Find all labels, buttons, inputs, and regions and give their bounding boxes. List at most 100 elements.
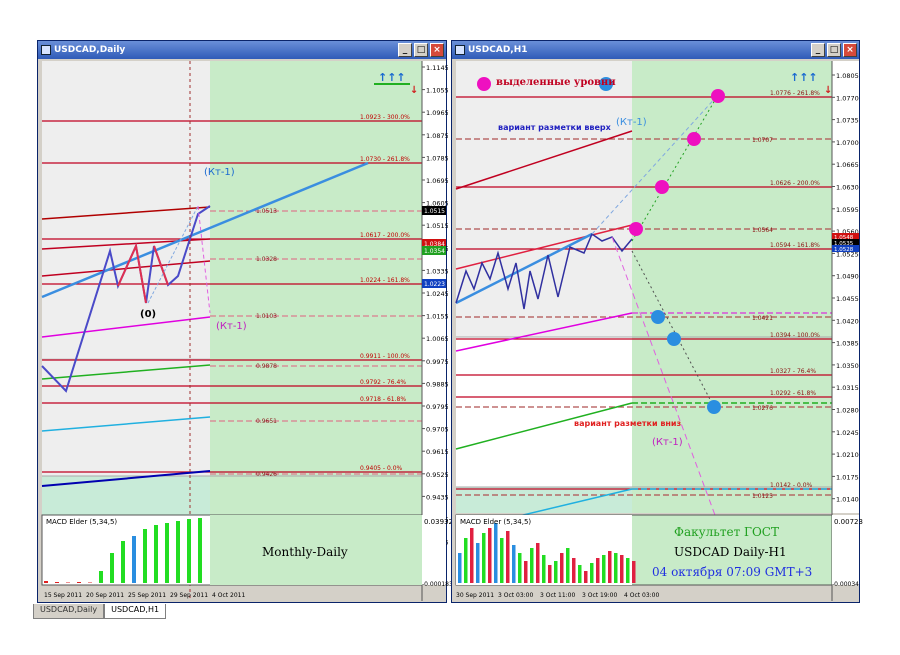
price-tag: [422, 279, 446, 288]
axis-label: 1.1055: [426, 87, 448, 95]
window-title: USDCAD,Daily: [54, 45, 126, 55]
price-tag: [422, 206, 446, 215]
macd-bar: [614, 553, 618, 583]
macd-bar: [55, 582, 59, 583]
fib-level-label: 0.9718 - 61.8%: [360, 396, 406, 403]
axis-label: 1.0315: [836, 384, 859, 392]
macd-bar: [602, 555, 606, 583]
axis-label: 1.0455: [836, 295, 859, 303]
svg-text:↓: ↓: [410, 85, 418, 96]
close-button[interactable]: ×: [430, 43, 444, 57]
macd-bar: [99, 571, 103, 583]
fib-level-label: 0.9792 - 76.4%: [360, 379, 406, 386]
macd-bar: [464, 538, 468, 583]
macd-bar: [506, 531, 510, 583]
axis-label: 0.9885: [426, 380, 448, 388]
fib-level-label: 1.0730 - 261.8%: [360, 156, 410, 163]
macd-bar: [143, 529, 147, 583]
axis-label: 1.0385: [836, 340, 859, 348]
fib-level-label: 1.0142 - 0.0%: [770, 482, 813, 489]
date-label: 3 Oct 03:00: [498, 592, 533, 599]
macd-bar: [44, 581, 48, 583]
axis-label: 1.0630: [836, 184, 859, 192]
date-label: 25 Sep 2011: [128, 592, 166, 599]
price-tag: [422, 246, 446, 255]
window-title: USDCAD,H1: [468, 45, 528, 55]
fib-level-label: 1.0394 - 100.0%: [770, 332, 820, 339]
window-usdcad-daily: USDCAD,Daily _ □ × 1.0923 - 300.0% 1.0730…: [37, 40, 453, 604]
projection-label: 1.0513: [256, 208, 277, 215]
date-label: 3 Oct 11:00: [540, 592, 575, 599]
brand-line2: USDCAD Daily-H1: [674, 545, 787, 559]
macd-bar: [482, 533, 486, 583]
price-tag: [832, 239, 859, 246]
fib-level-label: 1.0626 - 200.0%: [770, 180, 820, 187]
axis-label: 1.0735: [836, 117, 859, 125]
kt1-lower-label: (Кт-1): [652, 437, 683, 448]
price-tag-label: 1.0354: [424, 248, 445, 255]
macd-bar: [542, 555, 546, 583]
axis-label: 1.0140: [836, 496, 859, 504]
minimize-button[interactable]: _: [398, 43, 412, 57]
maximize-button[interactable]: □: [827, 43, 841, 57]
tab-usdcad-daily[interactable]: USDCAD,Daily: [33, 604, 105, 619]
macd-bar: [626, 558, 630, 583]
axis-label: 1.0280: [836, 407, 859, 415]
axis-label: 1.0965: [426, 109, 448, 117]
macd-top-value: 0.03932: [424, 518, 453, 526]
titlebar[interactable]: USDCAD,Daily _ □ ×: [38, 41, 446, 59]
macd-bar: [187, 519, 191, 583]
titlebar[interactable]: USDCAD,H1 _ □ ×: [452, 41, 859, 59]
svg-text:↑↑↑: ↑↑↑: [378, 71, 406, 84]
projection-label: 0.9651: [256, 418, 277, 425]
axis-label: 1.0350: [836, 362, 859, 370]
fib-level-label: 1.0327 - 76.4%: [770, 368, 816, 375]
axis-label: 1.1145: [426, 64, 448, 72]
fib-level-label: 1.0564: [752, 227, 773, 234]
fib-level-label: 1.0276: [752, 405, 773, 412]
h1-chart[interactable]: 1.0776 - 261.8% 1.0707 1.0626 - 200.0% 1.05…: [452, 41, 861, 604]
up-arrows-icon: ↑↑↑ ↓: [374, 71, 418, 96]
axis-label: 0.9795: [426, 403, 448, 411]
fib-level-label: 1.0421: [752, 315, 773, 322]
macd-bottom-value: -0.000183: [422, 581, 453, 588]
fib-level-label: 0.9405 - 0.0%: [360, 465, 403, 472]
up-variant-label: вариант разметки вверх: [498, 123, 611, 132]
macd-bar: [476, 543, 480, 583]
axis-label: 1.0805: [836, 72, 859, 80]
price-tag: [832, 233, 859, 240]
svg-text:↓: ↓: [824, 85, 832, 96]
daily-chart[interactable]: 1.0923 - 300.0% 1.0730 - 261.8% 1.0617 - 2…: [38, 41, 448, 604]
macd-bar: [572, 558, 576, 583]
tab-usdcad-h1[interactable]: USDCAD,H1: [104, 604, 167, 619]
macd-bar: [578, 565, 582, 583]
maximize-button[interactable]: □: [414, 43, 428, 57]
fib-level-label: 1.0617 - 200.0%: [360, 232, 410, 239]
chart-tabs: USDCAD,Daily USDCAD,H1: [33, 604, 167, 619]
date-label: 29 Sep 2011: [170, 592, 208, 599]
macd-bar: [88, 582, 92, 583]
macd-bar: [176, 521, 180, 583]
axis-label: 1.0525: [836, 250, 859, 258]
kt1-upper-label: (Кт-1): [204, 167, 235, 178]
fib-level-label: 1.0292 - 61.8%: [770, 390, 816, 397]
macd-bar: [488, 528, 492, 583]
macd-bar: [66, 582, 70, 583]
macd-label: MACD Elder (5,34,5): [460, 518, 532, 526]
macd-bar: [536, 543, 540, 583]
axis-label: 0.9615: [426, 448, 448, 456]
macd-bar: [494, 523, 498, 583]
macd-bar: [560, 553, 564, 583]
projection-label: 1.0328: [256, 256, 277, 263]
macd-bar: [632, 561, 636, 583]
axis-label: 1.0785: [426, 154, 448, 162]
down-variant-label: вариант разметки вниз: [574, 419, 682, 428]
macd-bar: [554, 561, 558, 583]
axis-label: 1.0605: [426, 200, 448, 208]
magenta-marker-icon: [477, 77, 491, 91]
macd-bar: [590, 563, 594, 583]
close-button[interactable]: ×: [843, 43, 857, 57]
macd-bar: [110, 553, 114, 583]
minimize-button[interactable]: _: [811, 43, 825, 57]
window-usdcad-h1: USDCAD,H1 _ □ × 1.0776 - 261.8% 1.0707 1.0…: [451, 40, 863, 604]
